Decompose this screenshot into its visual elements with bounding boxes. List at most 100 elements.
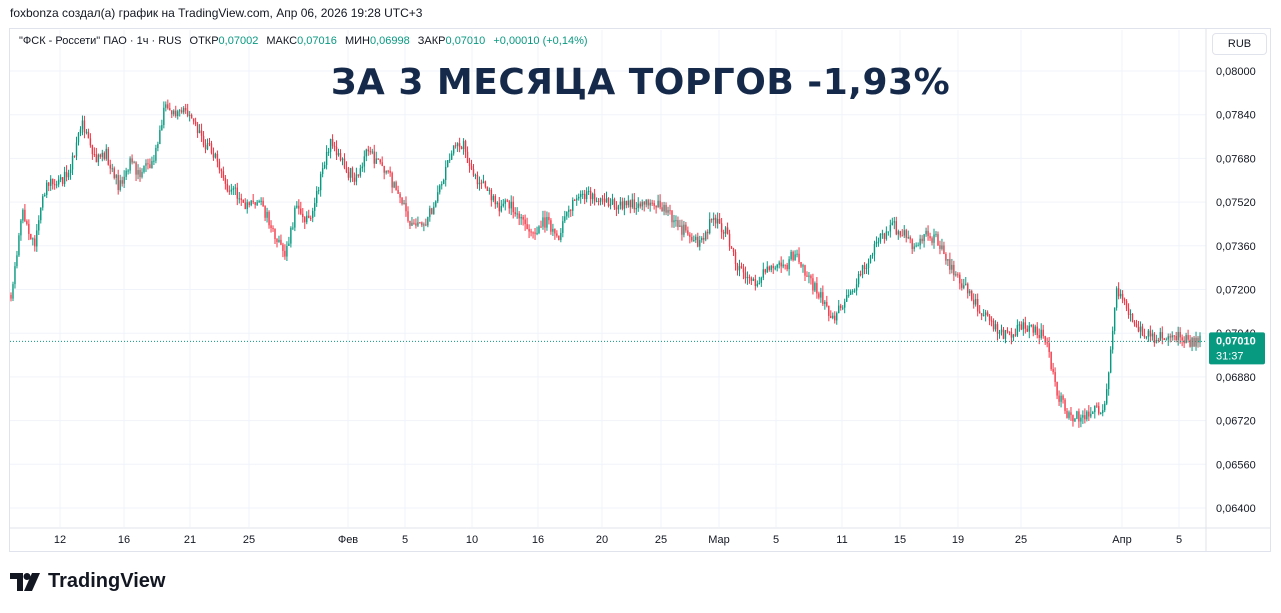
- candle-body: [1010, 332, 1013, 338]
- candle-body: [760, 277, 763, 283]
- candle-body: [973, 299, 975, 305]
- candle-body: [484, 181, 487, 187]
- candle-body: [63, 171, 66, 184]
- candle-body: [482, 181, 485, 184]
- candle-body: [506, 200, 508, 202]
- candle-body: [1056, 381, 1058, 396]
- candle-body: [746, 276, 749, 279]
- candle-body: [1070, 412, 1072, 416]
- candle-body: [516, 213, 518, 215]
- candle-body: [42, 196, 44, 208]
- candle-body: [75, 142, 78, 157]
- candle-body: [317, 190, 320, 192]
- candle-body: [421, 222, 423, 226]
- symbol-label[interactable]: "ФСК - Россети" ПАО · 1ч · RUS: [19, 35, 182, 47]
- candle-body: [315, 190, 318, 204]
- candle-body: [1090, 413, 1092, 417]
- candle-body: [1012, 334, 1015, 338]
- candle-body: [665, 204, 667, 213]
- candle-body: [161, 125, 163, 131]
- candle-body: [1193, 337, 1195, 347]
- candle-body: [838, 305, 840, 314]
- candle-body: [770, 265, 772, 270]
- candle-body: [595, 200, 598, 202]
- candle-body: [883, 233, 886, 239]
- candle-body: [270, 225, 272, 229]
- candle-body: [123, 176, 125, 184]
- candle-body: [1102, 410, 1104, 414]
- candle-body: [375, 158, 377, 164]
- candle-body: [268, 211, 270, 226]
- candle-body: [1145, 336, 1148, 338]
- candle-body: [169, 108, 171, 111]
- candle-body: [1153, 333, 1156, 343]
- candle-body: [1002, 329, 1005, 339]
- candle-body: [540, 226, 542, 228]
- x-tick-label: 25: [655, 534, 667, 546]
- candle-body: [456, 143, 459, 146]
- candle-body: [788, 259, 790, 270]
- candle-body: [409, 220, 411, 226]
- candle-body: [1133, 321, 1136, 325]
- candle-body: [969, 291, 971, 294]
- x-tick-label: 11: [836, 534, 847, 546]
- candle-body: [258, 201, 260, 203]
- candle-body: [246, 202, 248, 210]
- x-tick-label: 21: [184, 534, 196, 546]
- candle-body: [705, 231, 707, 240]
- candle-body: [310, 217, 312, 219]
- candle-body: [568, 209, 570, 212]
- candle-body: [611, 199, 614, 205]
- candle-body: [730, 246, 733, 249]
- candle-body: [214, 153, 217, 158]
- candle-body: [1034, 326, 1036, 333]
- tradingview-logo[interactable]: TradingView: [10, 570, 165, 593]
- candle-body: [937, 234, 939, 246]
- candle-body: [881, 233, 884, 235]
- candle-body: [816, 283, 818, 294]
- candle-body: [504, 200, 506, 204]
- candle-body: [1078, 411, 1080, 422]
- candle-body: [323, 165, 326, 169]
- candle-body: [901, 235, 903, 237]
- candle-body: [488, 189, 491, 191]
- candle-body: [579, 193, 582, 197]
- candle-body: [190, 114, 193, 119]
- candle-body: [1171, 335, 1173, 338]
- candle-body: [675, 220, 677, 222]
- candle-body: [500, 205, 502, 212]
- candle-body: [280, 239, 282, 245]
- currency-button[interactable]: RUB: [1212, 33, 1267, 55]
- candle-body: [254, 202, 256, 205]
- candle-body: [413, 222, 415, 224]
- candle-body: [462, 141, 465, 150]
- candle-body: [411, 222, 413, 226]
- candle-body: [1094, 405, 1096, 413]
- candle-body: [889, 224, 892, 232]
- candle-body: [679, 225, 681, 227]
- candle-body: [377, 158, 379, 160]
- candle-body: [542, 217, 544, 227]
- candle-body: [38, 220, 40, 231]
- candle-body: [951, 264, 953, 270]
- tradingview-logo-icon: [10, 572, 40, 591]
- candle-body: [514, 212, 516, 215]
- candle-body: [97, 154, 100, 163]
- candle-body: [445, 166, 447, 181]
- candle-body: [808, 275, 810, 277]
- candle-body: [30, 233, 32, 240]
- candle-body: [34, 238, 36, 247]
- candle-body: [971, 291, 973, 300]
- candle-body: [1048, 343, 1050, 353]
- candle-body: [605, 198, 608, 203]
- candle-body: [1151, 333, 1154, 337]
- candle-body: [828, 305, 830, 316]
- candle-body: [1066, 410, 1068, 418]
- candle-body: [629, 200, 632, 208]
- y-tick-label: 0,07360: [1216, 241, 1256, 253]
- candle-body: [589, 190, 592, 200]
- candle-body: [177, 111, 179, 117]
- x-tick-label: Мар: [708, 534, 730, 546]
- candle-body: [949, 259, 951, 270]
